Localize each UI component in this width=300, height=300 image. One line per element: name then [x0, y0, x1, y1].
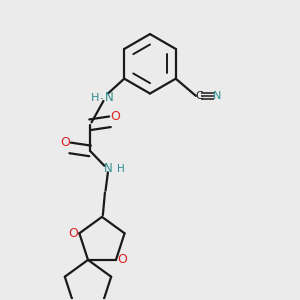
Text: O: O — [68, 227, 78, 240]
Text: O: O — [60, 136, 70, 149]
Text: N: N — [105, 92, 114, 104]
Text: C: C — [195, 91, 203, 101]
Text: N: N — [213, 91, 221, 101]
Text: H: H — [117, 164, 125, 174]
Text: H: H — [91, 93, 99, 103]
Text: O: O — [110, 110, 120, 123]
Text: N: N — [103, 162, 112, 175]
Text: O: O — [118, 254, 128, 266]
